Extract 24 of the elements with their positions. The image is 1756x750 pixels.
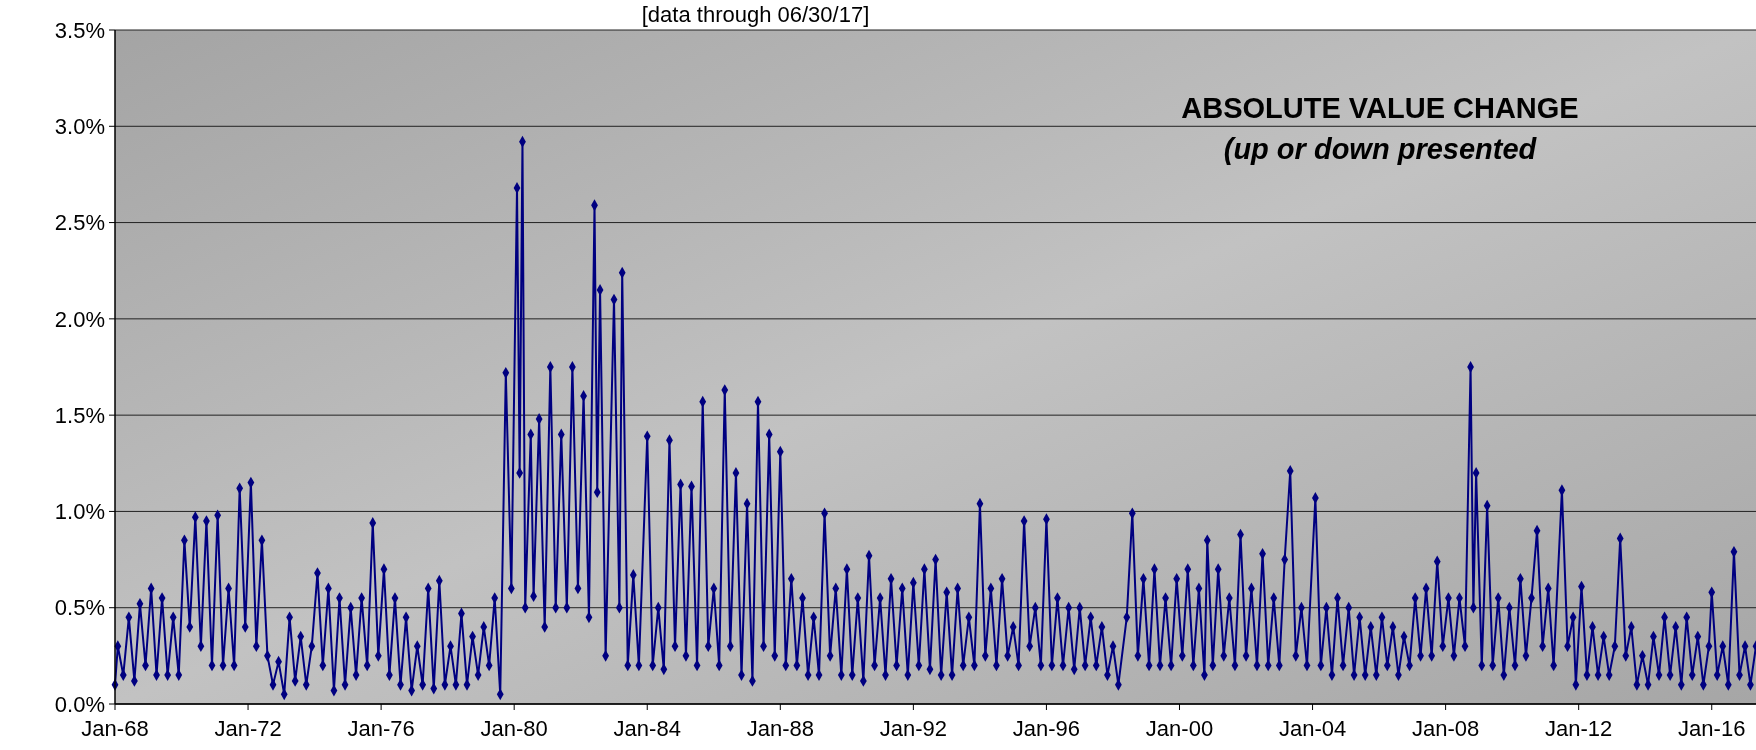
x-tick-label: Jan-16 [1678,716,1746,741]
x-tick-label: Jan-00 [1145,716,1214,741]
x-tick-label: Jan-04 [1278,716,1347,741]
x-tick-label: Jan-08 [1411,716,1480,741]
annotation: (up or down presented [1223,133,1538,165]
x-tick-label: Jan-88 [746,716,814,741]
y-tick-label: 1.5% [54,402,105,428]
x-tick-label: Jan-80 [480,716,548,741]
x-tick-label: Jan-96 [1012,716,1081,741]
chart-title: [data through 06/30/17] [641,2,870,27]
x-tick-label: Jan-84 [613,716,681,741]
y-tick-label: 0.5% [54,595,105,621]
x-tick-label: Jan-72 [214,716,282,741]
x-tick-label: Jan-68 [81,716,149,741]
x-tick-label: Jan-92 [879,716,948,741]
annotation: ABSOLUTE VALUE CHANGE [1181,92,1579,124]
y-tick-label: 2.5% [54,210,105,236]
y-tick-label: 3.5% [54,17,105,43]
y-tick-label: 3.0% [54,113,105,139]
y-tick-label: 2.0% [54,306,105,332]
y-tick-label: 1.0% [54,499,105,525]
y-tick-label: 0.0% [54,691,105,717]
x-tick-label: Jan-12 [1545,716,1613,741]
x-tick-label: Jan-76 [347,716,415,741]
